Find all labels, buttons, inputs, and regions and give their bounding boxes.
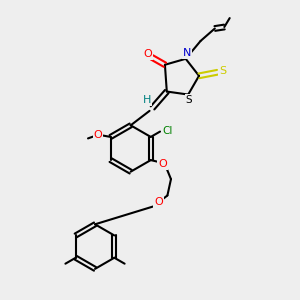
Text: Cl: Cl — [162, 126, 172, 136]
Text: N: N — [182, 49, 191, 58]
Text: O: O — [154, 197, 163, 207]
Text: O: O — [94, 130, 103, 140]
Text: S: S — [185, 95, 192, 105]
Text: O: O — [144, 50, 152, 59]
Text: S: S — [219, 66, 226, 76]
Text: H: H — [143, 95, 151, 105]
Text: O: O — [158, 159, 167, 169]
